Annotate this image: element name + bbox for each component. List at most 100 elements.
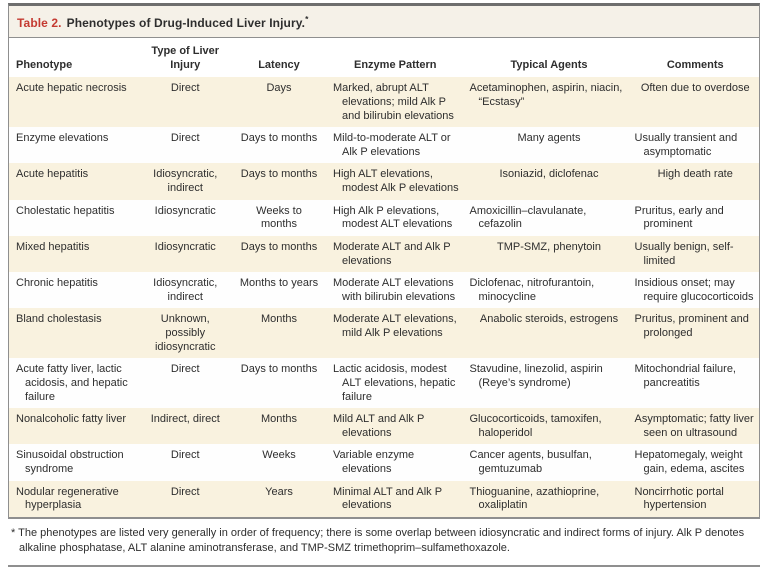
phenotype-table: Phenotype Type of Liver Injury Latency E… <box>9 38 759 517</box>
cell-text: Usually transient and asymptomatic <box>634 132 738 158</box>
cell-injury-type: Direct <box>170 363 200 376</box>
cell-text: Isoniazid, diclofenac <box>499 168 599 181</box>
cell-text: Mixed hepatitis <box>16 240 90 253</box>
cell-latency: Weeks to months <box>256 204 302 231</box>
cell-enzyme-pattern: Mild-to-moderate ALT or Alk P elevations <box>324 127 467 163</box>
cell-latency: Days to months <box>240 363 318 376</box>
cell-text: Moderate ALT and Alk P elevations <box>333 240 451 267</box>
table-row: Nodular regenerative hyperplasia Direct … <box>9 480 759 517</box>
cell-typical-agents: TMP-SMZ, phenytoin <box>467 236 632 272</box>
cell-text: Lactic acidosis, modest ALT elevations, … <box>333 363 456 403</box>
cell-text: Minimal ALT and Alk P elevations <box>333 485 442 512</box>
table-body: Acute hepatic necrosis Direct Days Marke… <box>9 77 759 517</box>
cell-phenotype: Acute hepatitis <box>9 163 137 199</box>
cell-text: Often due to overdose <box>640 82 750 95</box>
cell-phenotype: Acute hepatic necrosis <box>9 77 137 127</box>
table-row: Nonalcoholic fatty liver Indirect, direc… <box>9 408 759 445</box>
column-header-latency: Latency <box>234 38 324 78</box>
cell-text: Mitochondrial failure, pancreatitis <box>634 363 737 389</box>
title-footnote-marker: * <box>305 14 309 24</box>
cell-text: Thioguanine, azathioprine, oxaliplatin <box>469 485 600 512</box>
cell-text: Nonalcoholic fatty liver <box>16 413 127 426</box>
cell-latency: Days to months <box>240 132 318 145</box>
cell-enzyme-pattern: Variable enzyme elevations <box>324 444 467 480</box>
cell-text: Glucocorticoids, tamoxifen, haloperidol <box>469 413 602 439</box>
cell-typical-agents: Thioguanine, azathioprine, oxaliplatin <box>467 481 632 517</box>
cell-text: Amoxicillin–clavulanate, cefazolin <box>469 204 587 231</box>
table-row: Bland cholestasis Unknown, possibly idio… <box>9 308 759 359</box>
cell-enzyme-pattern: Mild ALT and Alk P elevations <box>324 408 467 444</box>
cell-comments: Insidious onset; may require glucocortic… <box>632 272 760 308</box>
cell-text: Variable enzyme elevations <box>333 449 415 475</box>
cell-injury-type: Idiosyncratic, indirect <box>153 277 218 303</box>
column-header-typical-agents: Typical Agents <box>466 38 632 78</box>
cell-latency: Days <box>266 82 292 95</box>
cell-text: Chronic hepatitis <box>16 277 98 290</box>
cell-text: Mild ALT and Alk P elevations <box>333 413 425 439</box>
header-row: Phenotype Type of Liver Injury Latency E… <box>9 38 759 78</box>
cell-enzyme-pattern: High ALT elevations, modest Alk P elevat… <box>324 163 467 199</box>
cell-phenotype: Sinusoidal obstruction syndrome <box>9 444 137 480</box>
table-row: Mixed hepatitis Idiosyncratic Days to mo… <box>9 235 760 273</box>
cell-text: Noncirrhotic portal hypertension <box>634 485 724 512</box>
footnote: * The phenotypes are listed very general… <box>8 519 760 567</box>
column-header-phenotype: Phenotype <box>9 38 137 78</box>
cell-latency: Months <box>260 313 298 326</box>
cell-latency: Months <box>260 413 298 426</box>
cell-typical-agents: Many agents <box>467 127 632 163</box>
cell-text: Acetaminophen, aspirin, niacin, “Ecstasy… <box>469 82 623 108</box>
cell-text: TMP-SMZ, phenytoin <box>497 240 601 253</box>
cell-text: Asymptomatic; fatty liver seen on ultras… <box>634 413 754 439</box>
table-row: Acute hepatitis Idiosyncratic, indirect … <box>9 163 760 200</box>
cell-phenotype: Enzyme elevations <box>9 127 137 163</box>
cell-comments: Often due to overdose <box>632 77 760 127</box>
cell-phenotype: Nonalcoholic fatty liver <box>9 408 137 444</box>
column-header-injury-type: Type of Liver Injury <box>136 38 234 78</box>
cell-enzyme-pattern: Marked, abrupt ALT elevations; mild Alk … <box>324 77 467 127</box>
cell-text: Hepatomegaly, weight gain, edema, ascite… <box>634 449 745 475</box>
cell-text: Enzyme elevations <box>16 132 109 145</box>
cell-latency: Days to months <box>240 240 318 253</box>
cell-latency: Weeks <box>262 449 296 462</box>
cell-comments: Usually benign, self-limited <box>632 236 760 272</box>
cell-latency: Months to years <box>239 277 319 290</box>
column-header-enzyme-pattern: Enzyme Pattern <box>324 38 467 78</box>
cell-typical-agents: Anabolic steroids, estrogens <box>467 308 632 358</box>
cell-injury-type: Indirect, direct <box>150 413 220 426</box>
cell-comments: Usually transient and asymptomatic <box>632 127 760 163</box>
cell-text: Stavudine, linezolid, aspirin (Reye’s sy… <box>469 363 603 389</box>
cell-text: High death rate <box>657 168 733 181</box>
cell-text: Mild-to-moderate ALT or Alk P elevations <box>333 132 451 158</box>
cell-injury-type: Idiosyncratic, indirect <box>153 168 218 194</box>
cell-enzyme-pattern: Moderate ALT and Alk P elevations <box>324 236 467 272</box>
table-title-bar: Table 2. Phenotypes of Drug-Induced Liver… <box>9 6 759 38</box>
cell-text: Acute fatty liver, lactic acidosis, and … <box>16 363 128 403</box>
cell-injury-type: Unknown, possibly idiosyncratic <box>154 313 216 353</box>
cell-text: Many agents <box>517 132 581 145</box>
footnote-text: The phenotypes are listed very generally… <box>18 526 745 554</box>
cell-typical-agents: Isoniazid, diclofenac <box>467 163 632 199</box>
cell-phenotype: Acute fatty liver, lactic acidosis, and … <box>9 358 137 408</box>
table-row: Acute hepatic necrosis Direct Days Marke… <box>9 77 760 128</box>
cell-enzyme-pattern: Moderate ALT elevations with bilirubin e… <box>324 272 467 308</box>
cell-text: Bland cholestasis <box>16 313 102 326</box>
cell-injury-type: Direct <box>170 132 200 145</box>
cell-phenotype: Bland cholestasis <box>9 308 137 358</box>
cell-text: Sinusoidal obstruction syndrome <box>16 449 124 475</box>
cell-comments: Hepatomegaly, weight gain, edema, ascite… <box>632 444 760 480</box>
cell-text: Moderate ALT elevations with bilirubin e… <box>333 277 456 303</box>
table-row: Cholestatic hepatitis Idiosyncratic Week… <box>9 199 759 236</box>
cell-comments: High death rate <box>632 163 760 199</box>
cell-typical-agents: Amoxicillin–clavulanate, cefazolin <box>467 200 632 236</box>
table-label: Table 2. <box>17 16 62 30</box>
cell-text: Nodular regenerative hyperplasia <box>16 485 119 512</box>
cell-typical-agents: Glucocorticoids, tamoxifen, haloperidol <box>467 408 632 444</box>
cell-phenotype: Cholestatic hepatitis <box>9 200 137 236</box>
cell-text: Moderate ALT elevations, mild Alk P elev… <box>333 313 457 339</box>
cell-text: Pruritus, early and prominent <box>634 204 724 231</box>
cell-injury-type: Idiosyncratic <box>154 204 216 217</box>
table-header: Phenotype Type of Liver Injury Latency E… <box>9 38 759 78</box>
cell-comments: Mitochondrial failure, pancreatitis <box>632 358 760 408</box>
cell-injury-type: Direct <box>170 82 200 95</box>
table-row: Chronic hepatitis Idiosyncratic, indirec… <box>9 272 760 309</box>
